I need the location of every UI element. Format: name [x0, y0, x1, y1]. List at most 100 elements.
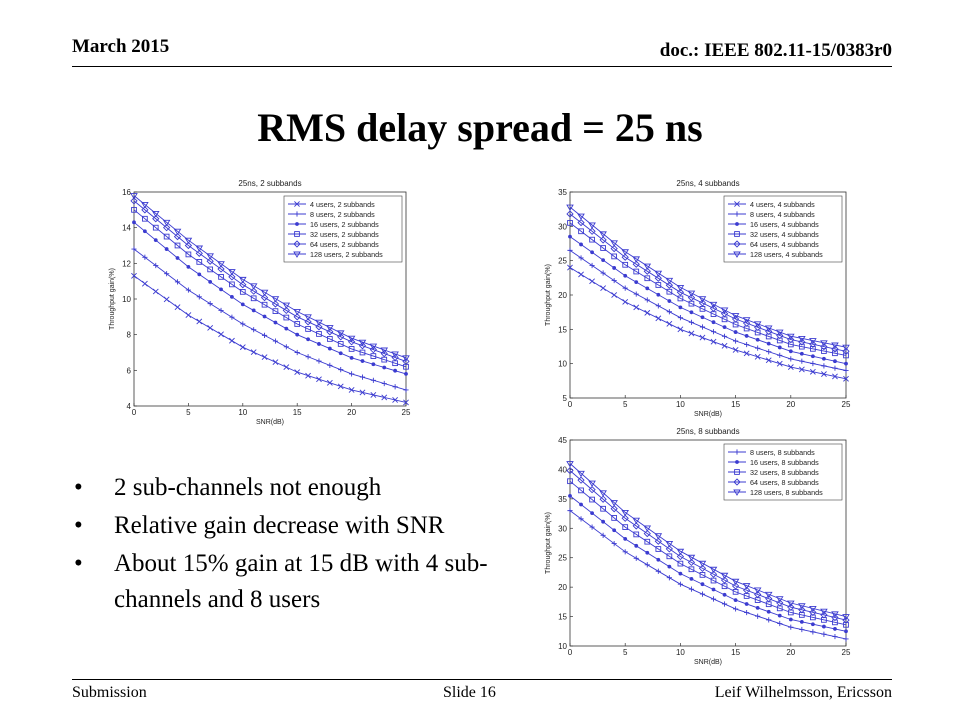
- legend-marker: [734, 211, 740, 217]
- data-point: [831, 613, 839, 622]
- data-point: [709, 304, 718, 312]
- data-point: [370, 353, 377, 359]
- data-point: [634, 280, 639, 284]
- data-point: [567, 220, 573, 226]
- series-group: [566, 466, 850, 624]
- data-point: [831, 342, 839, 349]
- data-point: [842, 614, 850, 621]
- legend-label: 32 users, 8 subbands: [750, 468, 819, 477]
- data-point: [731, 578, 740, 586]
- data-point: [601, 258, 606, 263]
- legend-marker: [735, 222, 739, 226]
- data-point: [315, 323, 323, 331]
- data-point: [731, 582, 740, 590]
- data-point: [239, 289, 246, 295]
- data-point: [599, 231, 607, 238]
- data-point: [600, 270, 606, 276]
- chart-title: 25ns, 2 subbands: [238, 179, 301, 188]
- data-point: [654, 537, 662, 545]
- data-point: [152, 215, 160, 223]
- series-line: [133, 209, 407, 368]
- data-point: [132, 220, 136, 225]
- data-point: [765, 357, 772, 364]
- data-point: [577, 213, 585, 220]
- y-tick-label: 45: [558, 436, 567, 445]
- legend-label: 32 users, 2 subbands: [310, 230, 379, 239]
- data-point: [359, 349, 366, 356]
- data-point: [820, 340, 828, 347]
- header-doc-id: doc.: IEEE 802.11-15/0383r0: [659, 40, 892, 61]
- data-point: [743, 350, 750, 357]
- data-point: [578, 516, 584, 522]
- data-point: [402, 355, 410, 362]
- data-point: [678, 305, 683, 310]
- data-point: [305, 326, 311, 332]
- series-group: [131, 246, 409, 393]
- data-point: [798, 335, 806, 343]
- data-point: [698, 560, 707, 568]
- legend-label: 64 users, 2 subbands: [310, 240, 379, 249]
- data-point: [174, 304, 181, 311]
- data-point: [239, 281, 247, 289]
- x-tick-label: 10: [676, 400, 685, 409]
- data-point: [753, 587, 762, 594]
- x-tick-label: 25: [402, 408, 411, 417]
- data-point: [643, 529, 651, 538]
- data-point: [567, 264, 573, 271]
- data-point: [787, 600, 795, 607]
- data-point: [261, 354, 268, 361]
- data-point: [678, 571, 683, 576]
- data-point: [645, 286, 650, 291]
- data-point: [141, 202, 149, 209]
- x-axis-label: SNR(dB): [694, 659, 722, 666]
- x-axis-label: SNR(dB): [694, 411, 722, 418]
- data-point: [688, 300, 695, 307]
- x-tick-label: 25: [842, 400, 851, 409]
- data-point: [832, 365, 838, 371]
- footer-slide-number: Slide 16: [443, 684, 496, 701]
- data-point: [821, 363, 827, 369]
- data-point: [152, 288, 159, 295]
- data-point: [832, 373, 838, 380]
- data-point: [142, 215, 148, 222]
- x-tick-label: 15: [731, 648, 740, 657]
- legend-marker: [735, 460, 739, 464]
- data-point: [687, 554, 696, 562]
- data-point: [754, 323, 762, 331]
- data-point: [754, 353, 761, 360]
- data-point: [260, 293, 269, 302]
- data-point: [164, 247, 169, 251]
- x-tick-label: 0: [132, 408, 137, 417]
- data-point: [799, 351, 804, 356]
- data-point: [326, 379, 333, 386]
- x-tick-label: 20: [786, 400, 795, 409]
- data-point: [775, 596, 784, 603]
- data-point: [566, 466, 574, 475]
- data-point: [733, 598, 738, 602]
- y-tick-label: 20: [558, 583, 567, 592]
- data-point: [842, 347, 850, 355]
- data-point: [667, 564, 672, 569]
- data-point: [195, 249, 203, 257]
- y-axis-label: Throughput gain(%): [545, 512, 552, 574]
- data-point: [710, 577, 717, 584]
- y-tick-label: 10: [122, 295, 131, 304]
- data-point: [568, 234, 572, 239]
- data-point: [644, 275, 651, 282]
- legend-box: [723, 195, 843, 263]
- legend-label: 4 users, 4 subbands: [750, 200, 815, 209]
- data-point: [326, 325, 334, 332]
- data-point: [698, 299, 707, 307]
- data-point: [634, 543, 639, 548]
- data-point: [578, 228, 584, 235]
- data-point: [610, 500, 618, 507]
- data-point: [337, 341, 344, 347]
- data-point: [711, 320, 716, 325]
- data-point: [610, 244, 618, 253]
- data-point: [744, 334, 749, 338]
- data-point: [755, 605, 760, 610]
- data-point: [809, 338, 817, 345]
- data-point: [369, 346, 377, 354]
- y-tick-label: 6: [127, 366, 132, 375]
